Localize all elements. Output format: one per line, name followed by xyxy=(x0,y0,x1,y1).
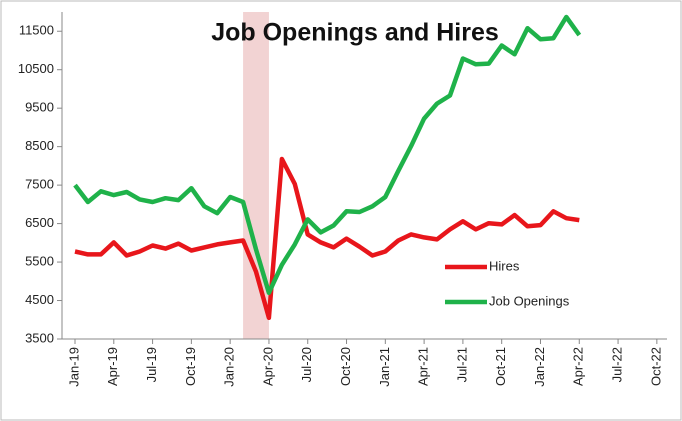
x-tick-label: Jan-22 xyxy=(532,347,547,387)
x-tick-label: Jul-20 xyxy=(299,347,314,382)
x-tick-label: Jul-22 xyxy=(609,347,624,382)
x-tick-label: Oct-20 xyxy=(338,347,353,386)
x-tick-label: Apr-19 xyxy=(105,347,120,386)
x-tick-label: Oct-21 xyxy=(493,347,508,386)
y-tick-label: 8500 xyxy=(25,138,54,153)
x-tick-label: Oct-19 xyxy=(183,347,198,386)
x-tick-label: Apr-21 xyxy=(416,347,431,386)
y-tick-label: 9500 xyxy=(25,100,54,115)
y-tick-label: 5500 xyxy=(25,253,54,268)
y-tick-label: 3500 xyxy=(25,330,54,345)
x-tick-label: Apr-20 xyxy=(260,347,275,386)
legend-label: Hires xyxy=(489,258,520,273)
x-tick-label: Jul-21 xyxy=(454,347,469,382)
x-tick-label: Apr-22 xyxy=(571,347,586,386)
y-tick-label: 7500 xyxy=(25,177,54,192)
series-line xyxy=(74,156,580,321)
x-tick-label: Jan-20 xyxy=(222,347,237,387)
y-tick-label: 11500 xyxy=(19,23,54,38)
series-line xyxy=(73,14,582,296)
chart-title: Job Openings and Hires xyxy=(211,19,499,47)
y-tick-label: 4500 xyxy=(25,292,54,307)
y-tick-label: 10500 xyxy=(18,61,54,76)
x-tick-label: Oct-22 xyxy=(648,347,663,386)
shaded-band xyxy=(243,12,269,339)
y-tick-label: 6500 xyxy=(25,215,54,230)
legend-label: Job Openings xyxy=(489,293,570,308)
x-tick-label: Jan-19 xyxy=(66,347,81,387)
x-tick-label: Jan-21 xyxy=(377,347,392,387)
x-tick-label: Jul-19 xyxy=(144,347,159,382)
